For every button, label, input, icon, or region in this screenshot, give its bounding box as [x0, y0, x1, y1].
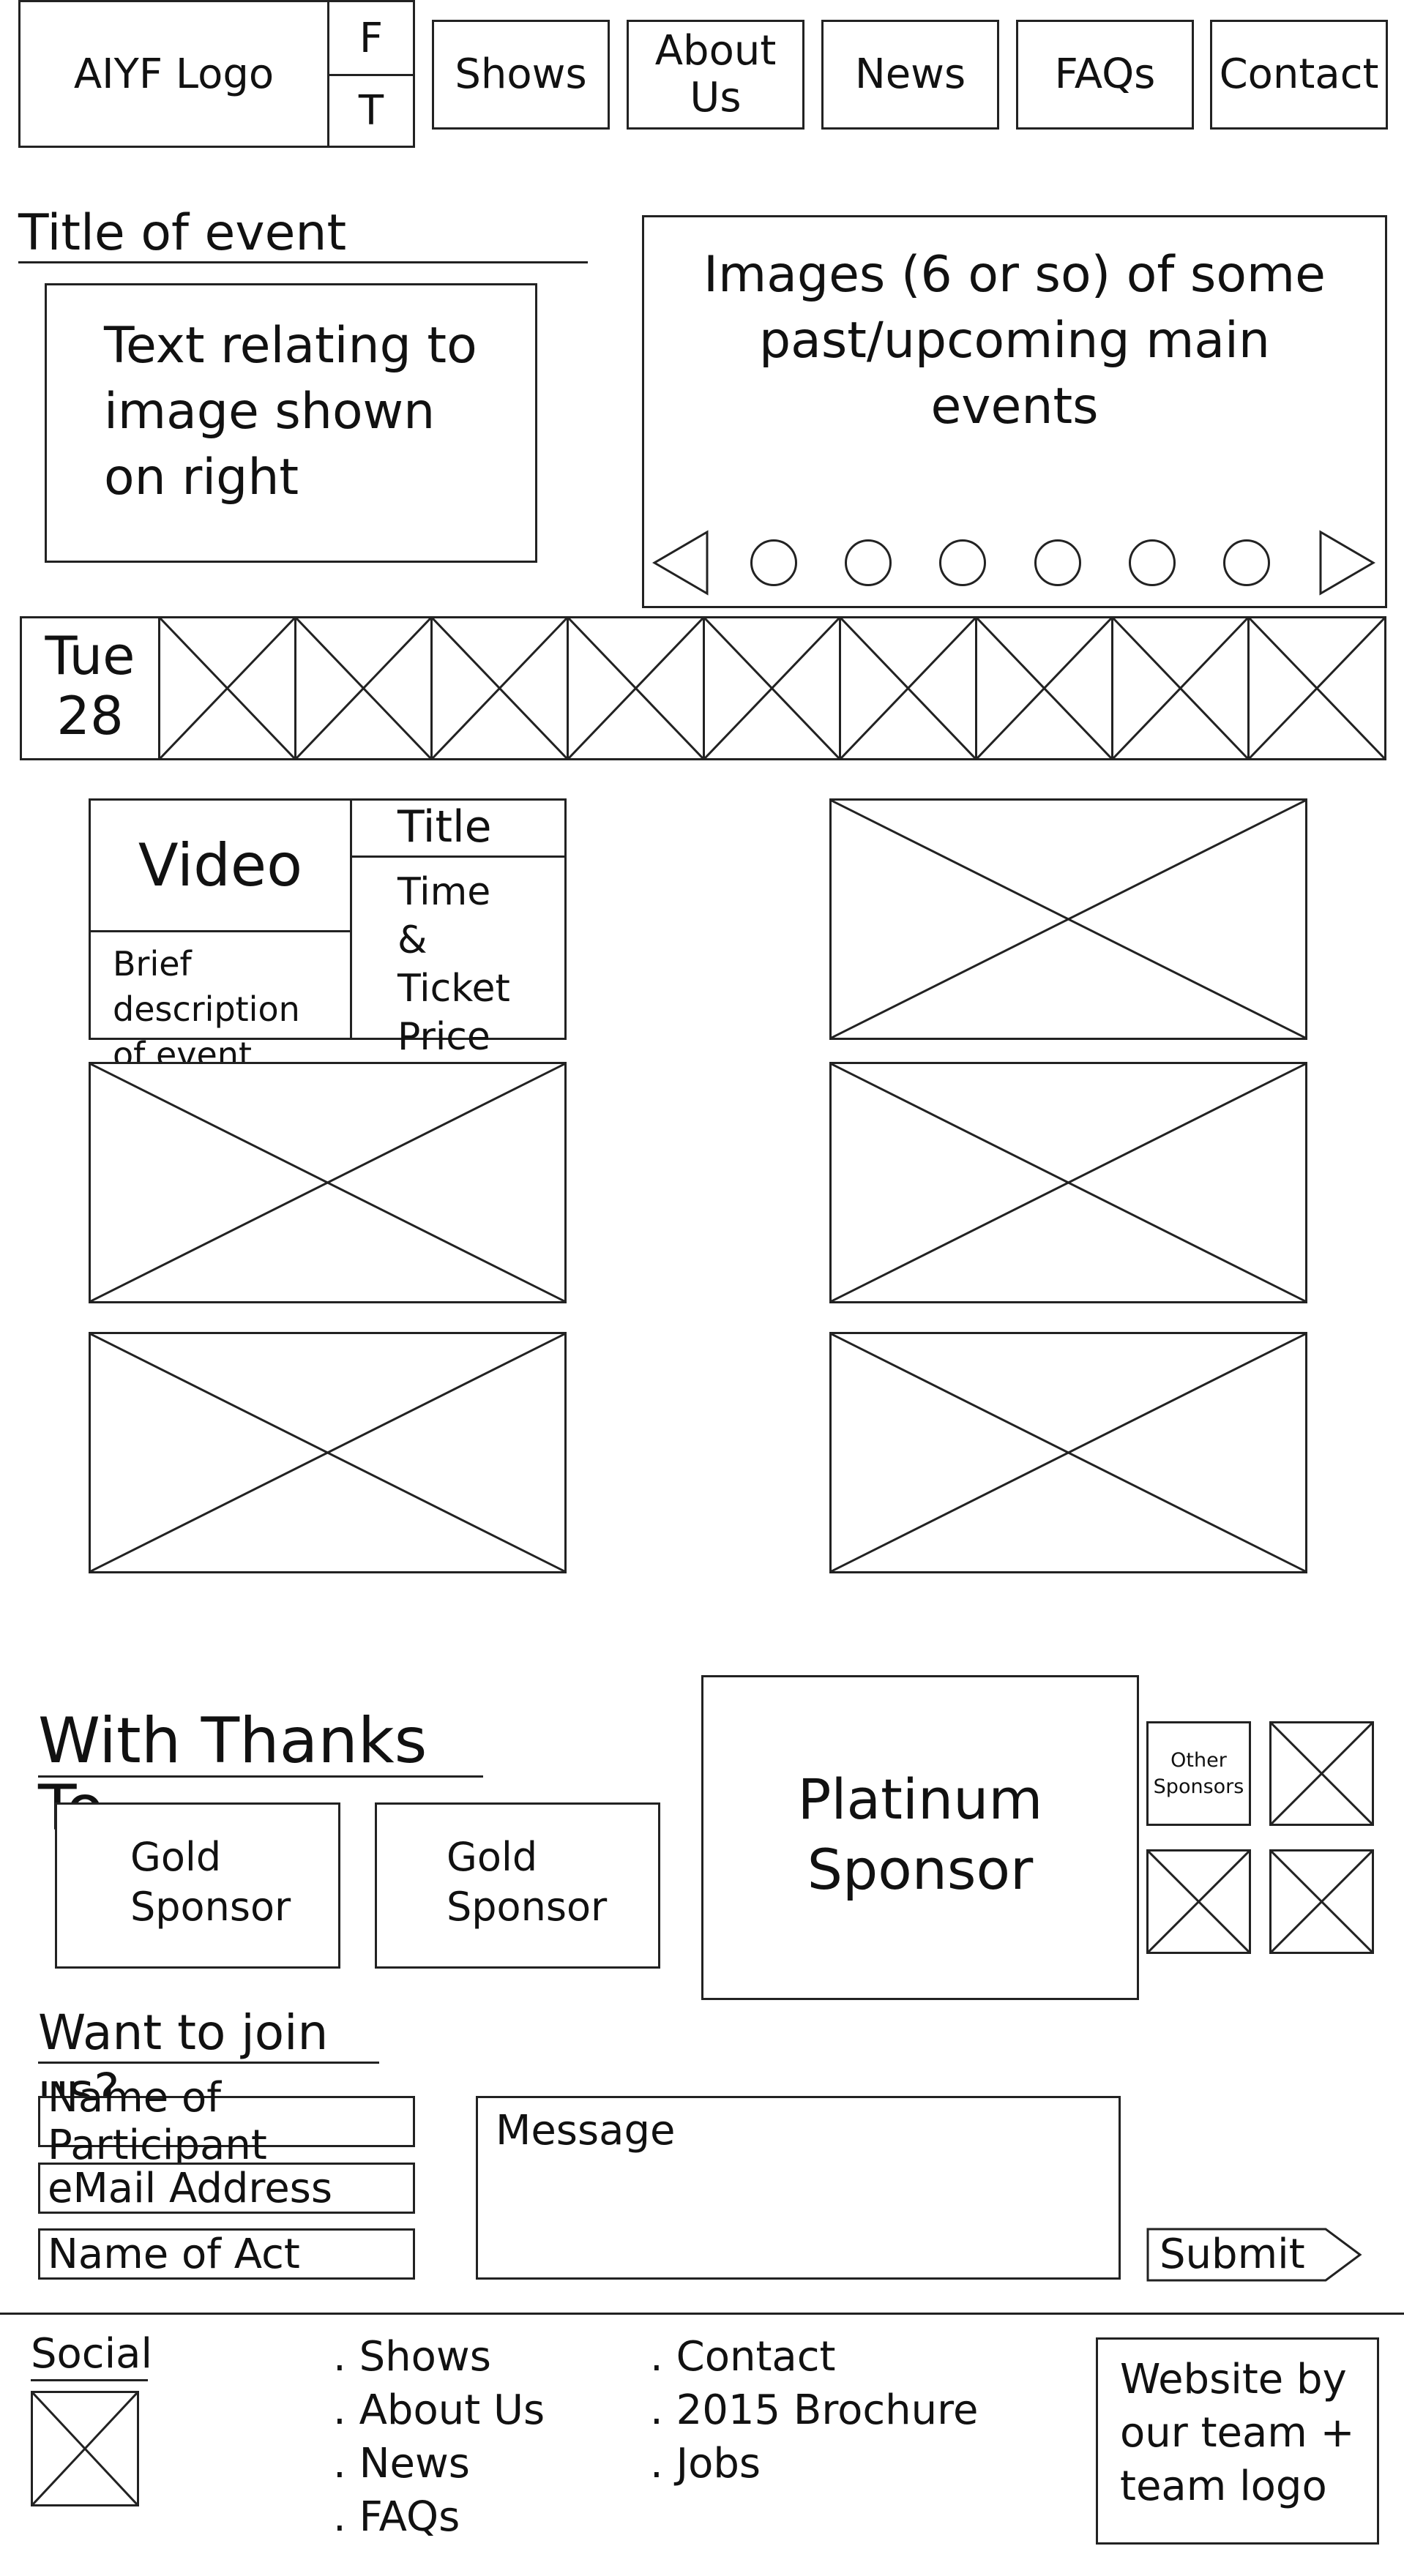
nav-contact-label: Contact [1219, 50, 1379, 98]
event-brief-description-text: Brief description of event [113, 944, 300, 1074]
act-name-placeholder: Name of Act [48, 2230, 300, 2278]
logo-label: AIYF Logo [73, 50, 275, 98]
event-title-text: Title of event [18, 204, 347, 262]
calendar-strip: Tue 28 [20, 616, 1386, 760]
carousel-dot-icon[interactable] [1034, 539, 1081, 586]
event-image-placeholder[interactable] [89, 1332, 567, 1573]
calendar-event-thumb[interactable] [430, 618, 567, 758]
nav-about-us[interactable]: About Us [627, 20, 804, 130]
event-time-price: Time & Ticket Price [352, 858, 564, 1059]
event-image-placeholder[interactable] [829, 1332, 1307, 1573]
carousel-dot-icon[interactable] [939, 539, 987, 586]
event-time-price-text: Time & Ticket Price [397, 870, 510, 1059]
footer-link-contact[interactable]: . Contact [650, 2333, 836, 2381]
nav-faqs-label: FAQs [1054, 50, 1156, 98]
event-description-box: Text relating to image shown on right [45, 283, 537, 563]
facebook-link[interactable]: F [327, 0, 415, 76]
submit-arrow-shape [1146, 2228, 1362, 2282]
event-brief-description: Brief description of event [91, 932, 352, 1074]
gold-sponsor-label: Gold Sponsor [130, 1834, 291, 1930]
event-description-text: Text relating to image shown on right [104, 317, 477, 506]
footer-social-label: Social [31, 2330, 153, 2378]
gold-sponsor-label: Gold Sponsor [447, 1834, 608, 1930]
sponsor-logo-placeholder[interactable] [1146, 1849, 1251, 1954]
email-input[interactable]: eMail Address [38, 2163, 415, 2214]
submit-label: Submit [1160, 2231, 1305, 2278]
event-card-title-text: Title [397, 801, 492, 853]
calendar-event-thumb[interactable] [1247, 618, 1384, 758]
email-placeholder: eMail Address [48, 2164, 333, 2212]
calendar-event-thumb[interactable] [703, 618, 839, 758]
footer-links-col1: . Shows . About Us . News . FAQs [333, 2330, 611, 2544]
calendar-event-thumb[interactable] [294, 618, 430, 758]
nav-shows[interactable]: Shows [432, 20, 610, 130]
other-sponsors-label: Other Sponsors [1153, 1748, 1244, 1798]
calendar-date[interactable]: Tue 28 [22, 618, 158, 758]
calendar-day-number: 28 [56, 685, 124, 746]
footer-link-shows[interactable]: . Shows [333, 2333, 491, 2381]
nav-news-label: News [854, 50, 966, 98]
nav-shows-label: Shows [455, 50, 587, 98]
video-panel[interactable]: Video [91, 801, 352, 932]
site-logo[interactable]: AIYF Logo [18, 0, 329, 148]
sponsor-logo-placeholder[interactable] [1269, 1849, 1374, 1954]
join-heading: Want to join us? [38, 2004, 379, 2119]
nav-news[interactable]: News [821, 20, 999, 130]
participant-name-input[interactable]: Name of Participant [38, 2074, 415, 2169]
other-sponsors[interactable]: Other Sponsors [1146, 1721, 1251, 1826]
event-card[interactable]: Video Brief description of event Title T… [89, 798, 567, 1074]
nav-faqs[interactable]: FAQs [1016, 20, 1194, 130]
carousel-dot-icon[interactable] [845, 539, 892, 586]
social-icon-placeholder[interactable] [31, 2391, 139, 2506]
image-carousel[interactable]: Images (6 or so) of some past/upcoming m… [642, 215, 1387, 608]
event-title: Title of event [18, 208, 588, 263]
footer-link-faqs[interactable]: . FAQs [333, 2493, 460, 2541]
footer-social-heading: Social [31, 2330, 152, 2381]
carousel-next-icon[interactable] [1318, 530, 1376, 596]
calendar-event-thumb[interactable] [839, 618, 975, 758]
submit-button[interactable]: Submit [1146, 2228, 1362, 2282]
gold-sponsor[interactable]: Gold Sponsor [55, 1802, 340, 1969]
platinum-sponsor[interactable]: Platinum Sponsor [701, 1675, 1139, 2000]
carousel-prev-icon[interactable] [651, 530, 710, 596]
footer-link-about-us[interactable]: . About Us [333, 2386, 545, 2434]
sponsors-heading: With Thanks To [38, 1707, 483, 1842]
twitter-label: T [358, 87, 384, 135]
message-textarea[interactable]: Message [476, 2096, 1121, 2280]
calendar-day: Tue [45, 625, 135, 686]
sponsor-logo-placeholder[interactable] [1269, 1721, 1374, 1826]
event-image-placeholder[interactable] [89, 1062, 567, 1303]
calendar-event-thumb[interactable] [158, 618, 294, 758]
act-name-input[interactable]: Name of Act [38, 2228, 415, 2280]
video-label: Video [138, 831, 303, 899]
event-image-placeholder[interactable] [829, 1062, 1307, 1303]
footer-link-brochure[interactable]: . 2015 Brochure [650, 2386, 979, 2434]
footer-links-col2: . Contact . 2015 Brochure . Jobs [650, 2330, 1001, 2490]
carousel-dot-icon[interactable] [1128, 539, 1176, 586]
gold-sponsor[interactable]: Gold Sponsor [375, 1802, 660, 1969]
footer-link-jobs[interactable]: . Jobs [650, 2440, 761, 2487]
website-credit[interactable]: Website by our team + team logo [1096, 2337, 1379, 2545]
calendar-event-thumb[interactable] [1111, 618, 1247, 758]
carousel-dot-icon[interactable] [1222, 539, 1270, 586]
footer-link-news[interactable]: . News [333, 2440, 470, 2487]
carousel-caption: Images (6 or so) of some past/upcoming m… [703, 242, 1326, 440]
carousel-dots [750, 539, 1270, 588]
event-image-placeholder[interactable] [829, 798, 1307, 1040]
carousel-caption-text: Images (6 or so) of some past/upcoming m… [703, 246, 1326, 435]
calendar-event-thumb[interactable] [567, 618, 703, 758]
website-credit-text: Website by our team + team logo [1120, 2356, 1355, 2510]
message-placeholder: Message [496, 2107, 676, 2154]
calendar-event-thumb[interactable] [975, 618, 1111, 758]
facebook-label: F [359, 14, 384, 62]
participant-name-placeholder: Name of Participant [48, 2074, 267, 2169]
nav-contact[interactable]: Contact [1210, 20, 1388, 130]
twitter-link[interactable]: T [327, 74, 415, 148]
footer-divider [0, 2313, 1404, 2315]
nav-about-us-label: About Us [654, 26, 777, 121]
platinum-sponsor-label: Platinum Sponsor [797, 1767, 1043, 1902]
carousel-dot-icon[interactable] [750, 539, 797, 586]
event-card-title: Title [352, 801, 564, 858]
